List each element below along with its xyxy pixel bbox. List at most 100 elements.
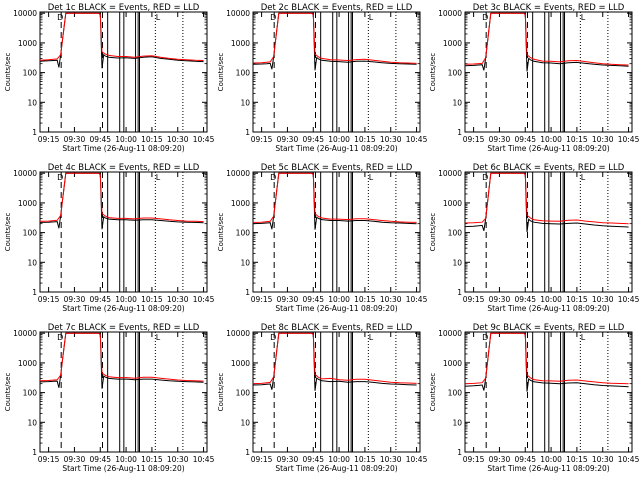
p7-annotation-d: D <box>57 333 63 342</box>
p8-xtick-label-0: 09:15 <box>251 455 273 464</box>
p3-xlabel: Start Time (26-Aug-11 08:09:20) <box>487 144 609 153</box>
p7-xlabel: Start Time (26-Aug-11 08:09:20) <box>62 464 184 473</box>
p9-xtick-label-5: 10:30 <box>592 455 614 464</box>
p3-xtick-label-0: 09:15 <box>463 135 485 144</box>
p4-xtick-label-1: 09:30 <box>64 295 86 304</box>
p1-xtick-label-0: 09:15 <box>38 135 60 144</box>
p8-xtick-label-1: 09:30 <box>277 455 299 464</box>
chart-panel-9: Det 9c BLACK = Events, RED = LLD Counts/s… <box>429 323 640 473</box>
p5-ylabel: Counts/sec <box>217 213 225 252</box>
p1-xtick-label-5: 10:30 <box>167 135 189 144</box>
p8-ytick-label-4: 10000 <box>226 329 250 338</box>
p9-ytick-label-2: 100 <box>448 389 463 398</box>
p2-xtick-label-6: 10:45 <box>406 135 428 144</box>
p7-ytick-label-2: 100 <box>23 389 38 398</box>
p1-xtick-label-6: 10:45 <box>193 135 215 144</box>
p4-title: Det 4c BLACK = Events, RED = LLD <box>48 163 200 173</box>
p3-ylabel: Counts/sec <box>429 53 437 92</box>
p7-annotation-l: L <box>156 333 161 342</box>
p4-data-area <box>40 172 204 292</box>
p3-xtick-label-6: 10:45 <box>618 135 640 144</box>
p7-xtick-label-2: 09:45 <box>89 455 111 464</box>
chart-panel-5: Det 5c BLACK = Events, RED = LLD Counts/s… <box>217 163 428 313</box>
p6-xtick-label-5: 10:30 <box>592 295 614 304</box>
p9-ytick-label-4: 10000 <box>438 329 462 338</box>
p3-ytick-label-0: 1 <box>457 128 462 137</box>
p5-ytick-label-3: 1000 <box>231 199 250 208</box>
p2-series-lld <box>253 12 417 64</box>
p5-data-area <box>253 172 417 292</box>
p2-ytick-label-2: 100 <box>236 69 251 78</box>
p6-xtick-label-1: 09:30 <box>489 295 511 304</box>
p1-ytick-label-1: 10 <box>27 98 37 107</box>
p9-xtick-label-1: 09:30 <box>489 455 511 464</box>
p8-ylabel: Counts/sec <box>217 373 225 412</box>
p2-xtick-label-0: 09:15 <box>251 135 273 144</box>
p1-xtick-label-3: 10:00 <box>115 135 137 144</box>
chart-panel-4: Det 4c BLACK = Events, RED = LLD Counts/s… <box>4 163 215 313</box>
chart-panel-8: Det 8c BLACK = Events, RED = LLD Counts/s… <box>217 323 428 473</box>
p8-title: Det 8c BLACK = Events, RED = LLD <box>261 323 413 333</box>
p2-ytick-label-4: 10000 <box>226 9 250 18</box>
p2-xtick-label-2: 09:45 <box>302 135 324 144</box>
p9-ytick-label-0: 1 <box>457 448 462 457</box>
p7-data-area <box>40 332 204 452</box>
p6-xlabel: Start Time (26-Aug-11 08:09:20) <box>487 304 609 313</box>
p3-xtick-label-4: 10:15 <box>566 135 588 144</box>
p6-ylabel: Counts/sec <box>429 213 437 252</box>
p1-ytick-label-0: 1 <box>32 128 37 137</box>
p1-ytick-label-3: 1000 <box>18 39 37 48</box>
p4-xtick-label-6: 10:45 <box>193 295 215 304</box>
p5-xtick-label-5: 10:30 <box>380 295 402 304</box>
p9-xtick-label-4: 10:15 <box>566 455 588 464</box>
p2-xtick-label-5: 10:30 <box>380 135 402 144</box>
p3-ytick-label-4: 10000 <box>438 9 462 18</box>
p8-data-area <box>253 332 417 452</box>
p5-annotation-l: L <box>369 173 374 182</box>
p3-annotation-d: D <box>482 13 488 22</box>
p5-title: Det 5c BLACK = Events, RED = LLD <box>261 163 413 173</box>
p9-annotation-d: D <box>482 333 488 342</box>
p8-xlabel: Start Time (26-Aug-11 08:09:20) <box>275 464 397 473</box>
p1-xtick-label-2: 09:45 <box>89 135 111 144</box>
p9-series-lld <box>465 332 629 385</box>
p2-data-area <box>253 12 417 132</box>
p1-ytick-label-2: 100 <box>23 69 38 78</box>
p4-xtick-label-0: 09:15 <box>38 295 60 304</box>
p6-xtick-label-3: 10:00 <box>540 295 562 304</box>
p3-annotation-l: L <box>581 13 586 22</box>
p4-xlabel: Start Time (26-Aug-11 08:09:20) <box>62 304 184 313</box>
p9-ylabel: Counts/sec <box>429 373 437 412</box>
p7-xtick-label-5: 10:30 <box>167 455 189 464</box>
p4-ytick-label-4: 10000 <box>13 169 37 178</box>
p2-xlabel: Start Time (26-Aug-11 08:09:20) <box>275 144 397 153</box>
p6-ytick-label-4: 10000 <box>438 169 462 178</box>
p8-xtick-label-6: 10:45 <box>406 455 428 464</box>
p2-ytick-label-3: 1000 <box>231 39 250 48</box>
p2-annotation-l: L <box>369 13 374 22</box>
p4-xtick-label-2: 09:45 <box>89 295 111 304</box>
p4-annotation-l: L <box>156 173 161 182</box>
p6-ytick-label-3: 1000 <box>443 199 462 208</box>
p1-xtick-label-1: 09:30 <box>64 135 86 144</box>
p4-annotation-d: D <box>57 173 63 182</box>
p7-ytick-label-3: 1000 <box>18 359 37 368</box>
p6-xtick-label-2: 09:45 <box>514 295 536 304</box>
chart-panel-6: Det 6c BLACK = Events, RED = LLD Counts/s… <box>429 163 640 313</box>
chart-panel-3: Det 3c BLACK = Events, RED = LLD Counts/s… <box>429 3 640 153</box>
p9-xtick-label-0: 09:15 <box>463 455 485 464</box>
p4-xtick-label-3: 10:00 <box>115 295 137 304</box>
p8-ytick-label-0: 1 <box>245 448 250 457</box>
p1-title: Det 1c BLACK = Events, RED = LLD <box>48 3 200 13</box>
p1-data-area <box>40 12 204 132</box>
p8-ytick-label-2: 100 <box>236 389 251 398</box>
p6-annotation-d: D <box>482 173 488 182</box>
p7-ytick-label-1: 10 <box>27 418 37 427</box>
p3-ytick-label-3: 1000 <box>443 39 462 48</box>
p3-data-area <box>465 12 629 132</box>
p4-ytick-label-2: 100 <box>23 229 38 238</box>
p9-title: Det 9c BLACK = Events, RED = LLD <box>473 323 625 333</box>
p5-ytick-label-1: 10 <box>240 258 250 267</box>
p6-xtick-label-0: 09:15 <box>463 295 485 304</box>
